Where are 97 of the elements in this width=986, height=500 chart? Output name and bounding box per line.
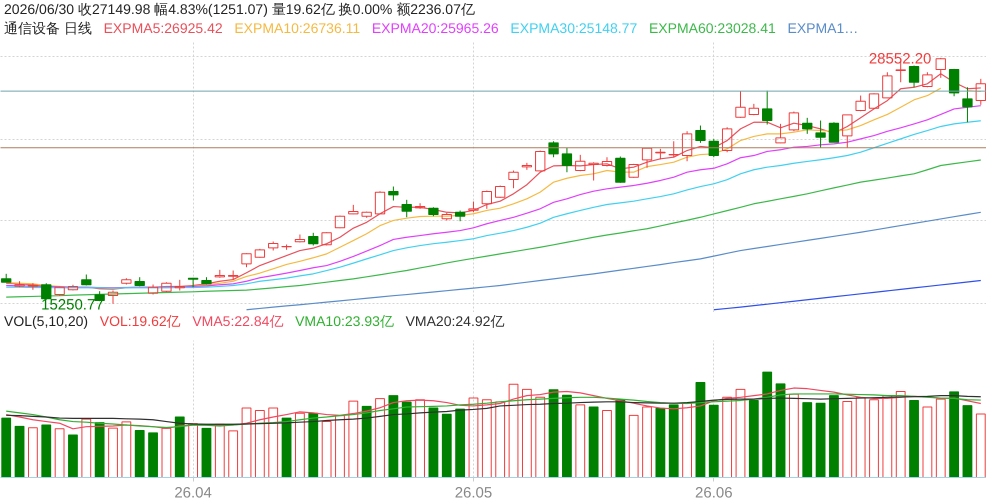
bar [362,406,372,478]
bar [788,394,799,478]
text: VMA20:24.92亿 [406,313,504,329]
bar [108,428,118,478]
bar [322,421,332,478]
bar [882,395,892,478]
bar [869,399,879,478]
bar [308,412,318,478]
bar [949,391,960,478]
bar [722,396,732,478]
bar [388,395,398,478]
text: EXPMA5:26925.42 [104,20,223,36]
text: EXPMA10:26736.11 [234,20,360,36]
candlestick [962,86,973,123]
bar [174,416,185,478]
bar [188,423,198,478]
bar [816,402,826,478]
bar [696,382,706,478]
bar [148,432,158,478]
bar [896,391,906,478]
bar [68,434,78,478]
bar [162,428,172,478]
text: VMA10:23.93亿 [295,313,394,329]
bar [776,383,786,478]
bar [295,412,305,478]
bar [909,400,919,478]
text: EXPMA30:25148.77 [510,20,638,36]
bar [682,402,692,478]
bar [282,418,292,478]
bar [522,388,532,478]
bar [495,401,506,478]
bar [922,406,932,478]
bar [268,408,278,478]
annotation: 28552.20 [868,50,932,68]
bar [936,398,946,478]
bar [562,394,572,478]
bar [615,399,626,478]
bar [468,398,478,478]
bar [1,418,12,478]
text: EXPMA20:25965.26 [372,20,499,36]
bar [655,408,666,478]
bar [121,421,132,478]
bar [642,406,652,478]
bar [736,388,746,478]
bar [602,410,612,478]
bar [242,408,252,478]
text: VMA5:22.84亿 [192,313,284,329]
candlestick [976,78,986,106]
bar [28,427,38,478]
candlestick [735,90,746,118]
annotation: 15250.77 [41,296,104,314]
candlestick [868,93,880,109]
x-tick-label: 26.06 [695,484,733,500]
bar [14,426,24,478]
bar [575,404,586,478]
bar [508,384,518,478]
bar [428,408,438,478]
candlestick [228,270,238,280]
bar [202,428,212,478]
bar [415,399,425,478]
legend-label: VOL:19.62亿 [100,313,181,329]
bar [81,418,92,478]
chart-title: 2026/06/30 收27149.98 幅4.83%(1251.07) 量19.62亿 换0.00% 额2236.07亿 [4,0,476,19]
x-tick-label: 26.04 [174,484,212,500]
text: EXPMA1… [787,20,858,36]
x-tick-label: 26.05 [454,484,492,500]
bar [348,400,358,478]
bar [41,424,52,478]
bar [976,413,986,478]
bar [708,404,719,478]
bar [548,389,558,478]
candlestick [815,120,826,148]
bar [54,428,65,478]
bar [748,400,759,478]
bar [628,414,639,478]
bar [455,408,466,478]
chart-subtitle: 通信设备 日线 [4,20,92,36]
bar [588,406,599,478]
bar [94,422,105,478]
bar [802,402,812,478]
bar [134,430,145,478]
chart-title: VOL(5,10,20) [4,313,88,329]
bar [254,410,265,478]
bar [668,404,679,478]
bar [842,401,852,478]
bar [375,398,385,478]
text: EXPMA60:23028.41 [648,20,776,36]
bar [335,415,345,478]
bar [856,397,866,478]
bar [402,402,412,478]
bar [482,399,492,478]
bar [762,372,772,478]
bar [829,395,839,478]
bar [962,405,972,478]
bar [535,396,546,478]
bar [442,414,452,478]
bar [228,430,238,478]
